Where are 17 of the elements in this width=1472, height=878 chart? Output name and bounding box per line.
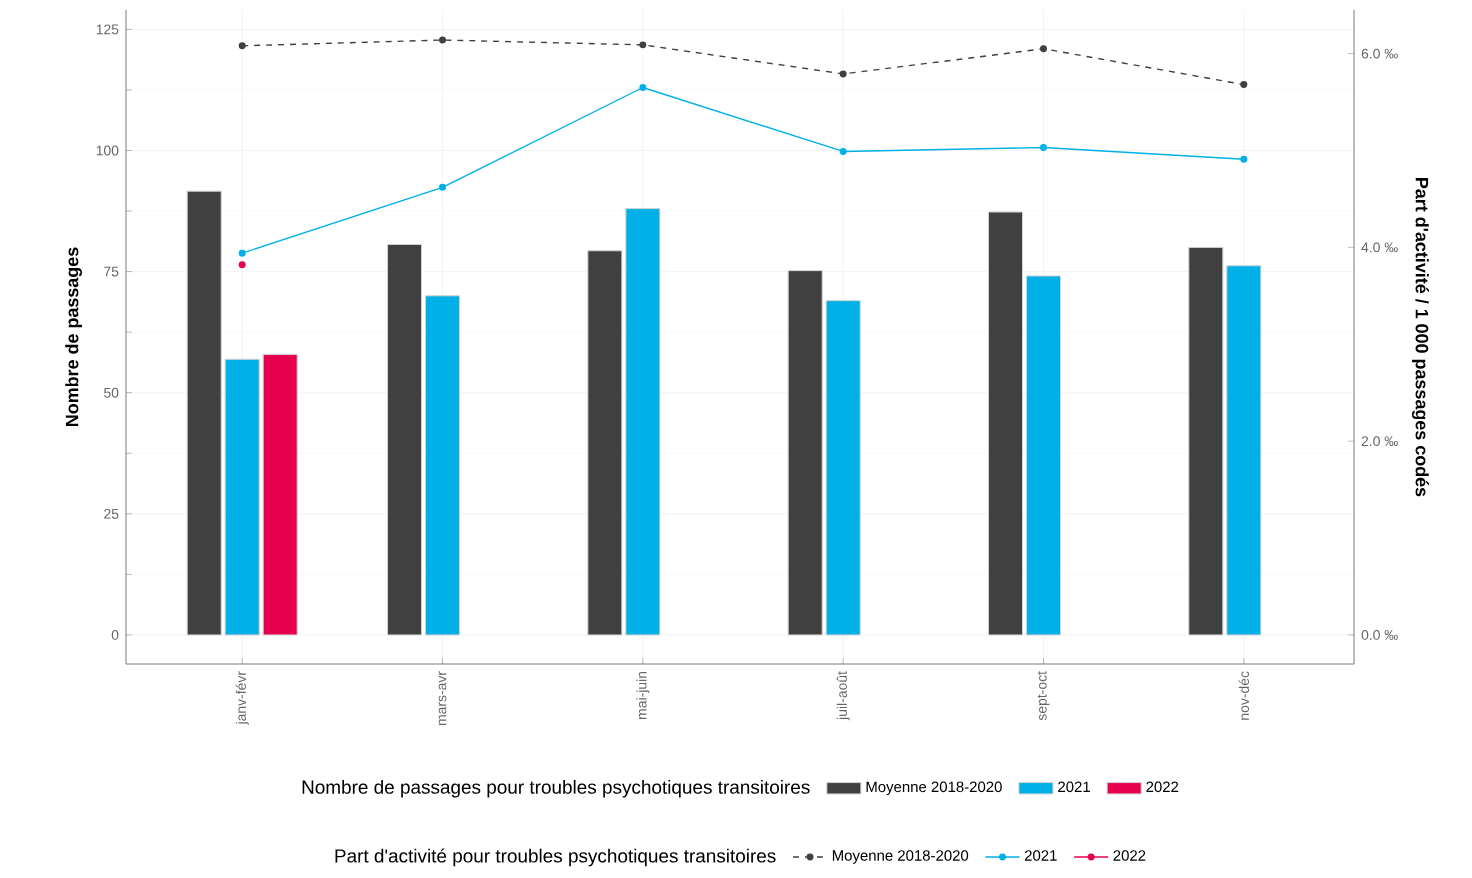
text: Nombre de passages pour troubles psychotiques transitoires — [302, 779, 810, 798]
y-axis-title: Nombre de passages — [65, 247, 83, 427]
point — [839, 70, 847, 78]
point — [639, 41, 647, 49]
text: Part d'activité pour troubles psychotiques transitoires — [335, 848, 776, 867]
point — [639, 84, 647, 91]
point — [238, 42, 246, 50]
y2-axis-title: Part d'activité / 1 000 passages codés — [1411, 178, 1429, 497]
point — [839, 147, 847, 155]
point — [238, 249, 246, 257]
point — [238, 261, 246, 269]
point — [1240, 81, 1248, 89]
point — [439, 183, 447, 191]
point — [1040, 144, 1047, 152]
point — [1040, 45, 1047, 53]
point — [439, 36, 447, 44]
point — [1240, 155, 1248, 163]
